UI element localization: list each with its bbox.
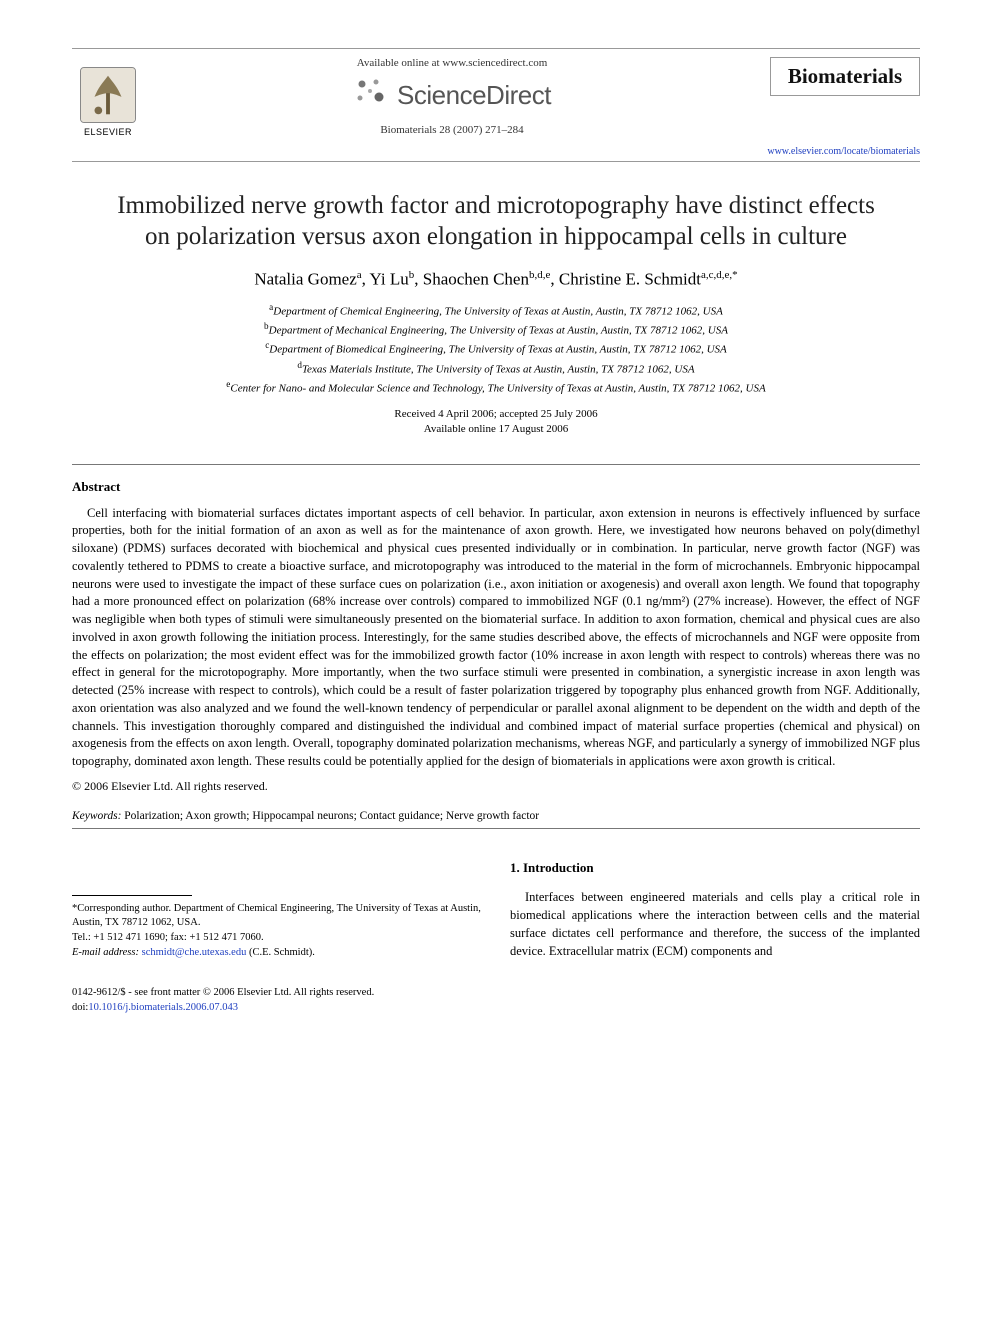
journal-url-link[interactable]: www.elsevier.com/locate/biomaterials: [767, 146, 920, 157]
corresponding-email-line: E-mail address: schmidt@che.utexas.edu (…: [72, 946, 482, 961]
article-dates: Received 4 April 2006; accepted 25 July …: [72, 407, 920, 438]
elsevier-logo: ELSEVIER: [72, 57, 144, 137]
received-accepted-date: Received 4 April 2006; accepted 25 July …: [72, 407, 920, 422]
corresponding-author-text: *Corresponding author. Department of Che…: [72, 902, 482, 931]
author-1: Natalia Gomez: [254, 269, 356, 288]
affiliation-b: bDepartment of Mechanical Engineering, T…: [72, 320, 920, 339]
introduction-body: Interfaces between engineered materials …: [510, 889, 920, 960]
author-4: Christine E. Schmidt: [559, 269, 701, 288]
header-right: Biomaterials www.elsevier.com/locate/bio…: [760, 57, 920, 157]
corresponding-tel: Tel.: +1 512 471 1690; fax: +1 512 471 7…: [72, 931, 482, 946]
author-list: Natalia Gomeza, Yi Lub, Shaochen Chenb,d…: [72, 269, 920, 290]
author-4-sup: a,c,d,e,*: [701, 269, 738, 281]
author-3-sup: b,d,e: [529, 269, 550, 281]
elsevier-label: ELSEVIER: [84, 127, 132, 137]
right-column: 1. Introduction Interfaces between engin…: [510, 859, 920, 960]
footnote-rule: [72, 895, 192, 896]
affiliation-a: aDepartment of Chemical Engineering, The…: [72, 301, 920, 320]
two-column-region: *Corresponding author. Department of Che…: [72, 859, 920, 960]
abstract-heading: Abstract: [72, 479, 920, 495]
introduction-heading: 1. Introduction: [510, 859, 920, 877]
abstract-bottom-rule: [72, 828, 920, 829]
copyright-line: © 2006 Elsevier Ltd. All rights reserved…: [72, 779, 920, 794]
keywords-list: Polarization; Axon growth; Hippocampal n…: [124, 810, 539, 822]
front-matter-line: 0142-9612/$ - see front matter © 2006 El…: [72, 986, 920, 1001]
doi-link[interactable]: 10.1016/j.biomaterials.2006.07.043: [88, 1002, 238, 1013]
doi-label: doi:: [72, 1002, 88, 1013]
available-online-text: Available online at www.sciencedirect.co…: [156, 57, 748, 69]
abstract-body: Cell interfacing with biomaterial surfac…: [72, 505, 920, 771]
corresponding-email-person: (C.E. Schmidt).: [249, 947, 315, 958]
author-2-sup: b: [409, 269, 415, 281]
article-title: Immobilized nerve growth factor and micr…: [112, 190, 880, 253]
available-online-date: Available online 17 August 2006: [72, 422, 920, 437]
elsevier-tree-icon: [80, 67, 136, 123]
author-1-sup: a: [357, 269, 362, 281]
doi-line: doi:10.1016/j.biomaterials.2006.07.043: [72, 1001, 920, 1016]
keywords-line: Keywords: Polarization; Axon growth; Hip…: [72, 810, 920, 822]
affiliation-e: eCenter for Nano- and Molecular Science …: [72, 378, 920, 397]
sciencedirect-text: ScienceDirect: [397, 80, 551, 111]
page-footer: 0142-9612/$ - see front matter © 2006 El…: [72, 986, 920, 1015]
corresponding-email-link[interactable]: schmidt@che.utexas.edu: [142, 947, 247, 958]
author-3: Shaochen Chen: [423, 269, 529, 288]
sciencedirect-logo: ScienceDirect: [156, 75, 748, 116]
affiliations-block: aDepartment of Chemical Engineering, The…: [72, 301, 920, 397]
email-label: E-mail address:: [72, 947, 139, 958]
affiliation-d: dTexas Materials Institute, The Universi…: [72, 359, 920, 378]
corresponding-footnote: *Corresponding author. Department of Che…: [72, 902, 482, 961]
journal-name-box: Biomaterials: [770, 57, 920, 96]
left-column: *Corresponding author. Department of Che…: [72, 859, 482, 960]
header-bar: ELSEVIER Available online at www.science…: [72, 48, 920, 162]
keywords-label: Keywords:: [72, 810, 121, 822]
sciencedirect-icon: [353, 75, 389, 116]
journal-reference: Biomaterials 28 (2007) 271–284: [156, 124, 748, 136]
header-center: Available online at www.sciencedirect.co…: [144, 57, 760, 136]
abstract-top-rule: [72, 464, 920, 465]
affiliation-c: cDepartment of Biomedical Engineering, T…: [72, 339, 920, 358]
author-2: Yi Lu: [370, 269, 409, 288]
